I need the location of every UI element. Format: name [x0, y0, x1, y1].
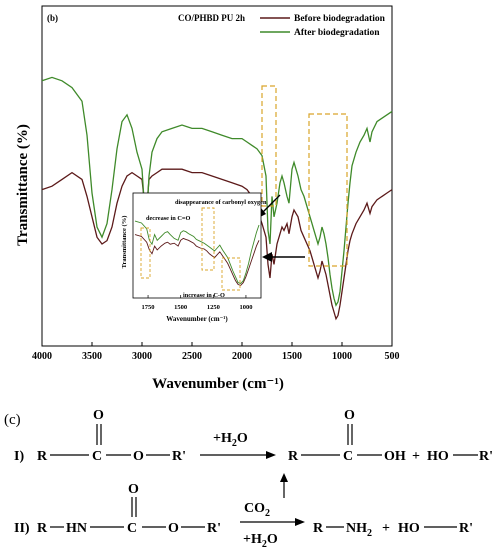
x-tick-label: 500 — [385, 351, 400, 362]
inset-x-axis-label: Wavenumber (cm⁻¹) — [166, 315, 228, 323]
reaction-1-label: I) — [14, 449, 24, 464]
inset-series-line-after — [134, 220, 260, 285]
x-axis-label: Wavenumber (cm⁻¹) — [152, 376, 284, 392]
x-tick-label: 2500 — [182, 351, 202, 362]
highlight-box-co-region — [308, 113, 348, 267]
r1-product-r-prime: R' — [479, 449, 493, 464]
reaction-scheme: (c) I) R C O O R' +H2O R C O OH + — [4, 408, 493, 550]
panel-label-b: (b) — [47, 13, 58, 23]
inset-y-axis-label: Transmittance (%) — [121, 216, 128, 269]
inset-highlight-co — [201, 207, 215, 271]
r2-arrow-head — [295, 518, 305, 526]
x-tick-label: 1000 — [332, 351, 352, 362]
x-axis-ticks: 4000 3500 3000 2500 2000 1500 1000 500 — [32, 342, 400, 362]
inset-x-axis-ticks: 1750 1500 1250 1000 — [142, 295, 252, 311]
reaction-1: I) R C O O R' +H2O R C O OH + HO R' — [14, 408, 493, 464]
series-line-after-biodegradation — [41, 76, 393, 307]
inset-series-line-before — [134, 234, 260, 286]
inset-annotation-increase-co: increase in C-O — [183, 292, 225, 299]
x-tick-label: 3000 — [132, 351, 152, 362]
inset-highlight-carbonyl — [140, 227, 151, 279]
r1-arrow-head — [266, 451, 276, 459]
inset-x-tick-label: 1500 — [174, 304, 187, 311]
arrow-head-bottom — [262, 252, 272, 262]
inset-annotation-carbonyl-oxygen: disappearance of carbonyl oxygen — [175, 199, 267, 206]
reaction-2: II) R HN C O O R' CO2 +H2O R NH2 + HO — [14, 473, 473, 550]
r1-carbonyl-o: O — [93, 408, 104, 423]
inset-x-tick-label: 1750 — [142, 304, 155, 311]
r2-reactant-r: R — [37, 521, 48, 536]
chart-title: CO/PHBD PU 2h — [178, 13, 245, 23]
r2-reagent-co2: CO2 — [244, 501, 270, 519]
r1-product-ho: HO — [427, 449, 449, 464]
r2-product-nh2: NH2 — [346, 521, 372, 539]
r1-product-carbonyl-o: O — [344, 408, 355, 423]
x-tick-label: 4000 — [32, 351, 52, 362]
main-chart: (b) CO/PHBD PU 2h Before biodegradation … — [15, 5, 400, 392]
r1-plus: + — [412, 449, 420, 464]
reaction-2-label: II) — [14, 521, 30, 536]
inset-annotation-decrease-co: decrease in C=O — [146, 215, 190, 222]
r2-product-ho: HO — [398, 521, 420, 536]
plot-frame — [41, 5, 393, 347]
r2-reactant-r-prime: R' — [207, 521, 221, 536]
r2-product-r-prime: R' — [459, 521, 473, 536]
legend: Before biodegradation After biodegradati… — [260, 14, 386, 38]
arrow-to-inset-top — [260, 194, 281, 215]
panel-label-c: (c) — [4, 412, 21, 428]
legend-label-before: Before biodegradation — [294, 14, 386, 24]
x-tick-label: 3500 — [82, 351, 102, 362]
r2-ester-o: O — [168, 521, 179, 536]
r2-product-r: R — [313, 521, 324, 536]
series-line-before-biodegradation — [41, 168, 393, 321]
r1-product-c: C — [343, 449, 353, 464]
inset-chart: Transmittance (%) Wavenumber (cm⁻¹) disa… — [121, 192, 267, 323]
r2-co2-arrow-head — [280, 473, 288, 482]
r1-product-r: R — [288, 449, 299, 464]
r1-reactant-r-prime: R' — [172, 449, 186, 464]
r2-reactant-hn: HN — [66, 521, 87, 536]
y-axis-label: Transmittance (%) — [15, 124, 31, 246]
r2-reagent-water: +H2O — [243, 532, 278, 550]
r2-carbonyl-o: O — [128, 482, 139, 497]
r2-reactant-c: C — [127, 521, 137, 536]
highlight-box-carbonyl — [261, 85, 277, 207]
inset-x-tick-label: 1000 — [239, 304, 252, 311]
r1-reactant-c: C — [92, 449, 102, 464]
inset-x-tick-label: 1250 — [207, 304, 220, 311]
r1-reactant-r: R — [37, 449, 48, 464]
r1-product-oh: OH — [384, 449, 406, 464]
r1-reagent-water: +H2O — [213, 431, 248, 449]
r1-ester-o: O — [133, 449, 144, 464]
r2-plus: + — [382, 521, 390, 536]
x-tick-label: 1500 — [282, 351, 302, 362]
x-tick-label: 2000 — [232, 351, 252, 362]
legend-label-after: After biodegradation — [294, 28, 380, 38]
